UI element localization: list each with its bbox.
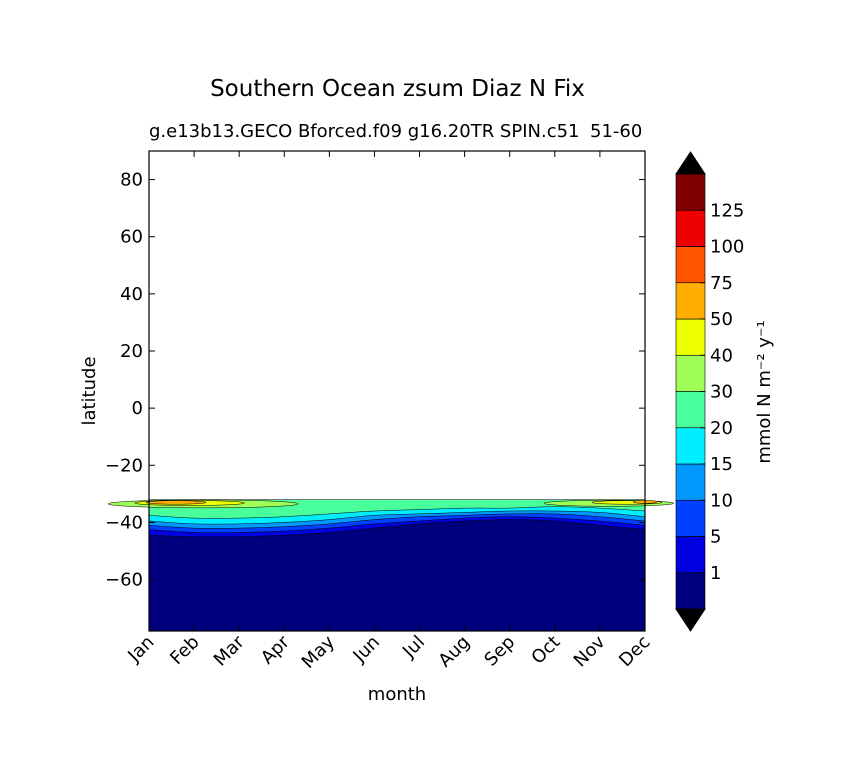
x-tick-label: Jul <box>398 632 429 663</box>
colorbar-swatch <box>675 354 706 392</box>
y-tick-label: 0 <box>132 398 143 419</box>
colorbar-swatch <box>675 536 706 574</box>
y-tick-label: 20 <box>120 341 143 362</box>
colorbar-tick-label: 30 <box>710 382 733 403</box>
x-tick-label: Aug <box>434 632 474 672</box>
plot-frame <box>148 150 646 632</box>
x-tick-label: Nov <box>570 631 610 671</box>
y-axis: 80 60 40 20 0 −20 −40 −60 <box>105 170 645 591</box>
colorbar-swatch <box>675 318 706 356</box>
x-tick-label: Oct <box>527 632 564 669</box>
colorbar-swatch <box>675 209 706 247</box>
colorbar-label: mmol N m⁻² y⁻¹ <box>754 320 775 463</box>
colorbar-swatch <box>675 173 706 211</box>
x-tick-label: Dec <box>615 632 654 671</box>
colorbar-tick-label: 125 <box>710 200 744 221</box>
colorbar-swatch <box>675 463 706 501</box>
colorbar-tick-label: 20 <box>710 418 733 439</box>
colorbar-swatch <box>675 572 706 610</box>
y-tick-label: −60 <box>105 570 143 591</box>
x-tick-label: Sep <box>480 632 519 671</box>
x-axis-label: month <box>368 684 426 705</box>
chart-subtitle: g.e13b13.GECO Bforced.f09 g16.20TR SPIN.… <box>149 121 580 142</box>
x-tick-label: Mar <box>210 631 249 670</box>
contour-lens <box>145 500 207 505</box>
x-tick-label: Feb <box>166 632 203 669</box>
colorbar-swatch <box>675 246 706 284</box>
colorbar-tick-label: 15 <box>710 454 733 475</box>
colorbar-swatch <box>675 282 706 320</box>
y-tick-label: 40 <box>120 284 143 305</box>
chart-subtitle-years: 51-60 <box>590 121 643 142</box>
x-tick-label: Jan <box>123 632 158 667</box>
x-tick-label: Jun <box>349 632 384 667</box>
colorbar-swatch <box>675 427 706 465</box>
x-tick-label: May <box>298 631 339 672</box>
colorbar-swatch <box>675 499 706 537</box>
y-tick-label: −40 <box>105 512 143 533</box>
colorbar-swatch <box>675 391 706 429</box>
colorbar-extend-high <box>675 151 706 175</box>
contour-blob-group <box>107 499 675 509</box>
y-axis-label: latitude <box>79 356 100 425</box>
contour-band <box>148 519 646 632</box>
colorbar-tick-label: 1 <box>710 563 721 584</box>
colorbar-tick-label: 40 <box>710 345 733 366</box>
colorbar-tick-label: 50 <box>710 309 733 330</box>
chart-title: Southern Ocean zsum Diaz N Fix <box>210 76 585 102</box>
y-tick-label: 60 <box>120 227 143 248</box>
colorbar-tick-label: 100 <box>710 237 744 258</box>
y-tick-label: −20 <box>105 455 143 476</box>
colorbar-tick-label: 75 <box>710 273 733 294</box>
contour-fill-group <box>148 499 646 632</box>
colorbar-tick-label: 10 <box>710 490 733 511</box>
colorbar-tick-label: 5 <box>710 527 721 548</box>
y-tick-label: 80 <box>120 170 143 191</box>
colorbar-extend-low <box>675 608 706 632</box>
x-tick-label: Apr <box>257 631 294 668</box>
